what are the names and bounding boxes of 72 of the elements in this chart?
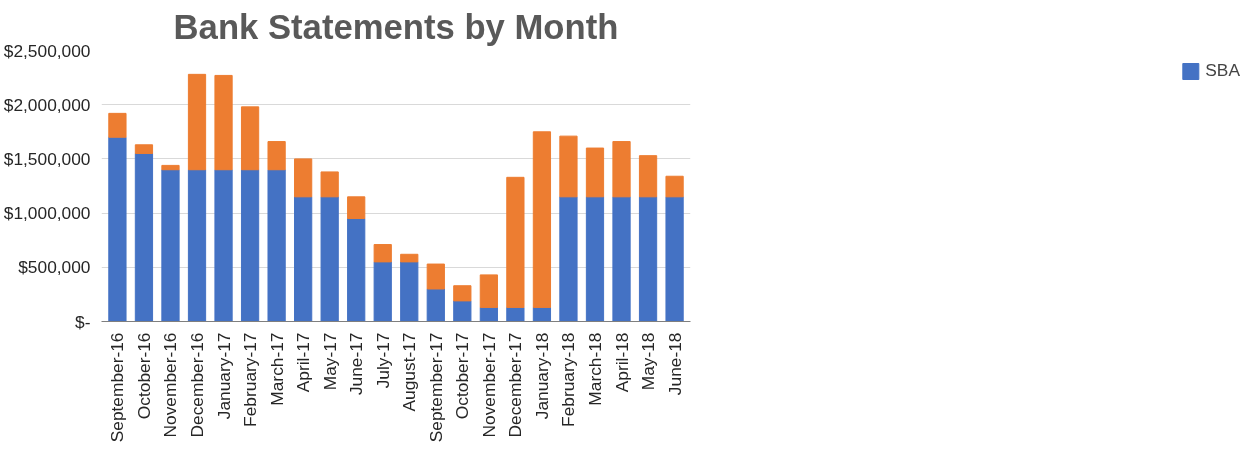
y-tick-label: $1,000,000 <box>3 203 91 224</box>
bar <box>294 158 313 198</box>
bar <box>161 164 180 171</box>
x-tick-label: December-16 <box>187 332 208 438</box>
x-tick-label: September-17 <box>425 332 446 443</box>
bar <box>453 285 472 302</box>
bar <box>638 155 658 198</box>
bar <box>426 263 445 290</box>
y-tick-label: $- <box>75 311 91 332</box>
bar <box>108 112 127 138</box>
y-tick-label: $2,000,000 <box>3 94 91 115</box>
y-tick-label: $2,500,000 <box>3 40 91 61</box>
bar <box>134 152 154 322</box>
bar <box>612 196 631 322</box>
x-tick-label: May-18 <box>638 332 659 391</box>
bar <box>214 74 233 171</box>
bar <box>294 196 313 322</box>
x-tick-label: April-18 <box>611 332 632 393</box>
bar <box>532 131 552 308</box>
x-tick-label: April-17 <box>293 332 314 393</box>
x-tick-label: December-17 <box>505 332 526 438</box>
x-tick-label: March-18 <box>584 332 605 406</box>
x-tick-label: July-17 <box>372 332 393 389</box>
bar <box>347 196 366 220</box>
bar <box>373 244 392 263</box>
bar <box>373 261 392 322</box>
x-tick-label: May-17 <box>319 332 340 391</box>
x-tick-label: March-17 <box>266 332 287 406</box>
bar <box>187 73 207 171</box>
bar <box>665 175 684 198</box>
bar <box>479 274 498 308</box>
bar <box>400 253 419 263</box>
bar <box>267 141 286 171</box>
bar <box>559 196 578 322</box>
bar <box>214 169 233 322</box>
bar <box>320 171 339 198</box>
x-tick-label: February-18 <box>558 332 579 427</box>
bar <box>506 176 525 308</box>
bar <box>453 300 472 322</box>
x-tick-label: June-17 <box>346 332 367 396</box>
x-tick-label: January-18 <box>531 332 552 420</box>
bar <box>612 141 631 198</box>
x-tick-label: February-17 <box>240 332 261 427</box>
bar <box>108 136 127 322</box>
x-tick-label: November-17 <box>478 332 499 438</box>
bar <box>638 196 658 322</box>
bar <box>506 306 525 322</box>
x-tick-label: October-16 <box>133 332 154 420</box>
bar <box>267 169 286 322</box>
bar <box>134 144 154 154</box>
y-tick-label: $1,500,000 <box>3 148 91 169</box>
bar <box>585 147 605 198</box>
bar <box>426 288 445 322</box>
bar <box>240 169 260 322</box>
bar <box>665 196 684 322</box>
x-tick-label: September-16 <box>107 332 128 443</box>
x-tick-label: October-17 <box>452 332 473 420</box>
bar <box>187 169 207 322</box>
x-tick-label: January-17 <box>213 332 234 420</box>
x-tick-label: August-17 <box>399 332 420 412</box>
chart-title: Bank Statements by Month <box>173 7 619 46</box>
bar <box>347 218 366 322</box>
bar <box>400 261 419 322</box>
bar <box>320 196 339 322</box>
bar <box>161 169 180 322</box>
y-tick-label: $500,000 <box>18 257 91 278</box>
x-tick-label: November-16 <box>160 332 181 438</box>
bar <box>585 196 605 322</box>
bar <box>559 135 578 198</box>
legend-label: SBA <box>1205 60 1240 81</box>
bar <box>240 106 260 171</box>
x-tick-label: June-18 <box>664 332 685 396</box>
